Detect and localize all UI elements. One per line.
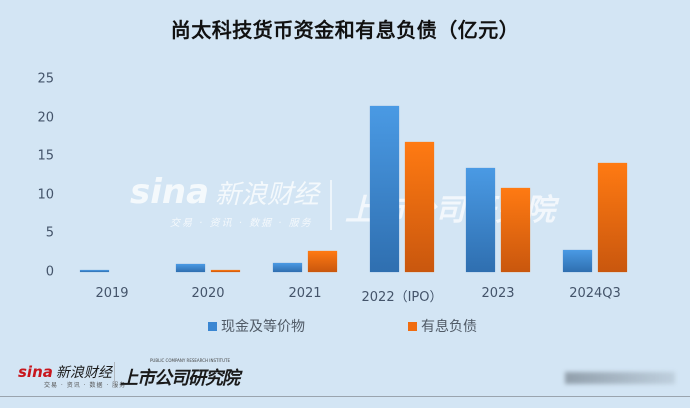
legend-label: 有息负债 (421, 319, 477, 335)
y-tick-label: 10 (37, 187, 54, 203)
footer-institute-subtitle: PUBLIC COMPANY RESEARCH INSTITUTE (150, 358, 230, 363)
bar-cash (466, 167, 495, 272)
legend-item-cash: 现金及等价物 (208, 316, 305, 336)
footer-brand-subtitle: 交易 · 资讯 · 数据 · 服务 (44, 382, 127, 389)
sina-eye-icon: sina (18, 363, 53, 381)
bar-cash (273, 262, 302, 272)
footer-sina-logo: sina 新浪财经 (18, 362, 112, 382)
blurred-author-text (565, 372, 675, 384)
x-tick-label: 2019 (95, 286, 129, 301)
plot-area: 0 5 10 15 20 25 2019 2020 2021 2022（IPO） 2023 2024Q… (37, 71, 627, 305)
footer-rule (0, 396, 690, 397)
footer-institute-logo: 上市公司研究院 (120, 368, 240, 389)
footer-brand-text: 新浪财经 (55, 365, 112, 381)
x-tick-label: 2022（IPO） (361, 290, 443, 305)
bar-debt (501, 187, 530, 272)
y-tick-label: 25 (37, 71, 54, 87)
legend-swatch-orange (408, 321, 417, 331)
x-tick-label: 2024Q3 (569, 286, 621, 301)
bar-cash (176, 264, 205, 272)
y-tick-label: 15 (37, 148, 54, 164)
sina-logo-icon: sina (130, 172, 210, 212)
sina-watermark: sina 新浪财经 交易 · 资讯 · 数据 · 服务 (130, 172, 320, 229)
footer: sina 新浪财经 交易 · 资讯 · 数据 · 服务 PUBLIC COMPAN… (0, 350, 690, 408)
bar-debt (405, 142, 434, 272)
legend-item-debt: 有息负债 (408, 316, 477, 336)
legend-label: 现金及等价物 (221, 319, 305, 335)
bar-cash (80, 270, 109, 272)
y-tick-label: 0 (45, 264, 54, 280)
watermark-subtitle: 交易 · 资讯 · 数据 · 服务 (170, 218, 313, 229)
y-tick-label: 20 (37, 110, 54, 126)
footer-divider (114, 362, 115, 388)
watermark-divider (330, 180, 332, 230)
bar-debt (211, 269, 240, 272)
x-tick-label: 2020 (191, 286, 225, 301)
chart-title: 尚太科技货币资金和有息负债（亿元） (170, 18, 520, 42)
bar-debt (598, 163, 627, 272)
x-tick-label: 2021 (288, 286, 322, 301)
bar-debt (308, 251, 337, 272)
bar-cash (563, 250, 592, 272)
legend-swatch-blue (208, 321, 217, 331)
watermark-brand-text: 新浪财经 (215, 180, 320, 210)
bar-cash (370, 106, 399, 272)
x-tick-label: 2023 (481, 286, 515, 301)
y-tick-label: 5 (45, 225, 54, 241)
